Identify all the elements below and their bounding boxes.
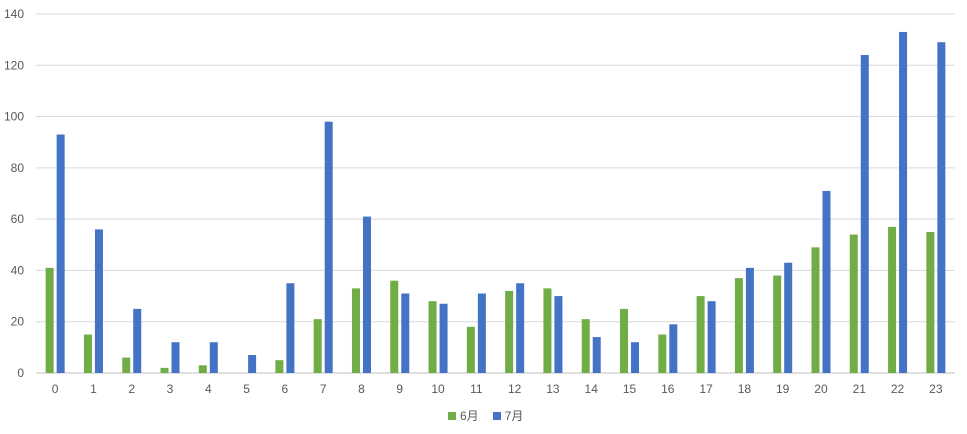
x-tick-label: 7 (320, 382, 327, 396)
bar-1-1 (83, 334, 92, 373)
x-tick-label: 0 (52, 382, 59, 396)
x-tick-label: 21 (853, 382, 867, 396)
bar-1-16 (658, 334, 667, 373)
x-tick-label: 20 (814, 382, 828, 396)
legend-label-series-2: 7月 (504, 409, 524, 423)
bar-2-18 (745, 267, 754, 373)
gridlines (36, 13, 955, 374)
bar-1-8 (351, 288, 360, 373)
legend-swatch-series-2 (492, 412, 501, 420)
y-tick-label: 140 (4, 7, 24, 21)
bar-2-5 (248, 355, 257, 373)
x-tick-label: 19 (776, 382, 790, 396)
bar-2-13 (554, 296, 563, 373)
x-tick-label: 3 (167, 382, 174, 396)
bar-2-21 (860, 55, 869, 373)
y-tick-label: 40 (11, 263, 25, 277)
bar-1-21 (849, 234, 858, 373)
bar-2-0 (56, 134, 65, 373)
bar-1-15 (620, 308, 629, 373)
x-tick-label: 1 (90, 382, 97, 396)
y-tick-label: 20 (11, 315, 25, 329)
x-tick-label: 14 (585, 382, 599, 396)
bar-1-18 (734, 278, 743, 373)
bar-2-9 (401, 293, 410, 373)
bar-2-22 (899, 31, 908, 373)
bar-1-2 (122, 357, 131, 373)
bar-1-4 (198, 365, 207, 373)
bar-1-0 (45, 267, 54, 373)
y-tick-label: 80 (11, 161, 25, 175)
bar-1-3 (160, 367, 169, 373)
bar-2-2 (133, 308, 142, 373)
bar-2-8 (362, 216, 371, 373)
x-tick-label: 18 (738, 382, 752, 396)
x-tick-label: 6 (282, 382, 289, 396)
legend-item-series-2: 7月 (492, 409, 524, 423)
bar-2-23 (937, 42, 946, 374)
y-tick-label: 0 (17, 366, 24, 380)
bar-2-20 (822, 190, 831, 373)
bar-2-4 (209, 342, 218, 373)
bar-2-10 (439, 303, 448, 373)
bar-1-7 (313, 319, 322, 373)
bar-2-3 (171, 342, 180, 373)
y-tick-label: 100 (4, 110, 24, 124)
x-tick-label: 8 (358, 382, 365, 396)
x-tick-label: 17 (699, 382, 713, 396)
bar-2-15 (631, 342, 640, 373)
bar-1-13 (543, 288, 552, 373)
legend: 6月 7月 (448, 409, 523, 423)
bar-1-14 (581, 319, 590, 373)
x-tick-label: 5 (243, 382, 250, 396)
x-tick-label: 13 (546, 382, 560, 396)
bar-2-19 (784, 262, 793, 373)
bar-1-22 (888, 226, 897, 373)
bar-2-1 (94, 229, 103, 373)
bar-1-17 (696, 296, 705, 373)
bar-1-10 (428, 301, 437, 373)
legend-item-series-1: 6月 (448, 409, 479, 423)
bar-1-19 (773, 275, 782, 373)
legend-swatch-series-1 (448, 412, 456, 420)
bar-1-12 (505, 290, 514, 373)
x-tick-label: 23 (929, 382, 943, 396)
y-axis-ticks: 0 20 40 60 80 100 120 140 (4, 7, 24, 380)
bar-2-16 (669, 324, 678, 373)
x-tick-label: 4 (205, 382, 212, 396)
x-tick-label: 22 (891, 382, 905, 396)
bar-2-14 (592, 337, 601, 373)
bar-2-7 (324, 121, 333, 373)
x-tick-label: 11 (470, 382, 483, 396)
bar-1-23 (926, 231, 935, 373)
x-tick-label: 2 (128, 382, 135, 396)
bar-1-9 (390, 280, 399, 373)
bar-2-17 (707, 301, 716, 373)
x-tick-label: 12 (508, 382, 522, 396)
legend-label-series-1: 6月 (460, 409, 479, 423)
y-tick-label: 120 (4, 58, 24, 72)
x-tick-label: 9 (396, 382, 403, 396)
bars (45, 31, 946, 374)
y-tick-label: 60 (11, 212, 25, 226)
bar-1-11 (466, 326, 475, 373)
x-tick-label: 10 (431, 382, 445, 396)
bar-2-11 (477, 293, 486, 373)
x-axis-ticks: 0 1 2 3 4 5 6 7 8 9 10 11 12 13 14 15 16 17 18 19 20 21 22 23 (52, 382, 943, 396)
x-tick-label: 16 (661, 382, 675, 396)
bar-1-20 (811, 247, 820, 373)
x-tick-label: 15 (623, 382, 637, 396)
bar-2-6 (286, 283, 295, 373)
bar-2-12 (516, 283, 525, 373)
bar-1-6 (275, 360, 284, 373)
